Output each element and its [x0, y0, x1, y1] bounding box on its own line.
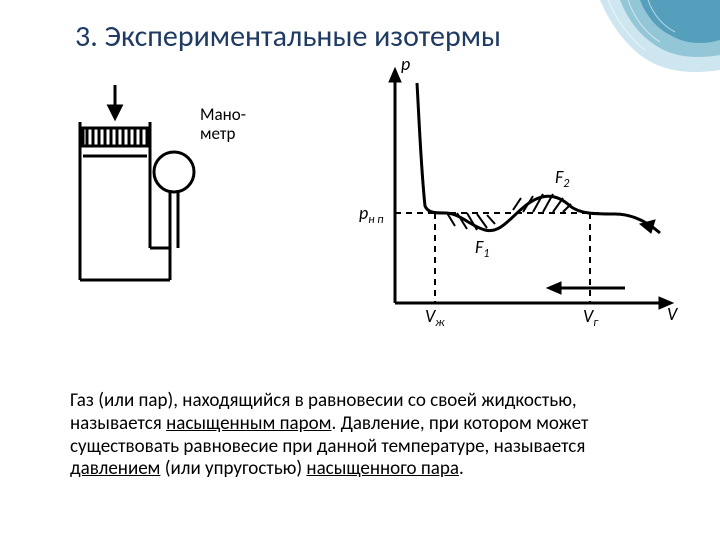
manometer-label: Мано- метр	[200, 106, 246, 143]
mano-line2: метр	[200, 123, 235, 144]
axis-p-label: p	[401, 58, 410, 75]
definition-paragraph: Газ (или пар), находящийся в равновесии …	[70, 390, 660, 481]
text-u3: насыщенного пара	[306, 457, 459, 480]
text-u2: давлением	[70, 457, 160, 480]
text-p3: (или упругостью)	[160, 457, 306, 480]
vzh-label: Vж	[425, 305, 445, 330]
f2-label: F2	[555, 166, 569, 191]
text-p4: .	[459, 457, 464, 480]
page-title: 3. Экспериментальные изотермы	[75, 18, 501, 55]
f1-label: F1	[475, 236, 489, 261]
isotherm-chart: p V pн п Vж Vг F1 F2	[345, 58, 685, 338]
text-u1: насыщенным паром	[166, 412, 331, 435]
axis-v-label: V	[667, 303, 679, 325]
vg-label: Vг	[583, 305, 599, 330]
pnp-label: pн п	[359, 202, 384, 227]
